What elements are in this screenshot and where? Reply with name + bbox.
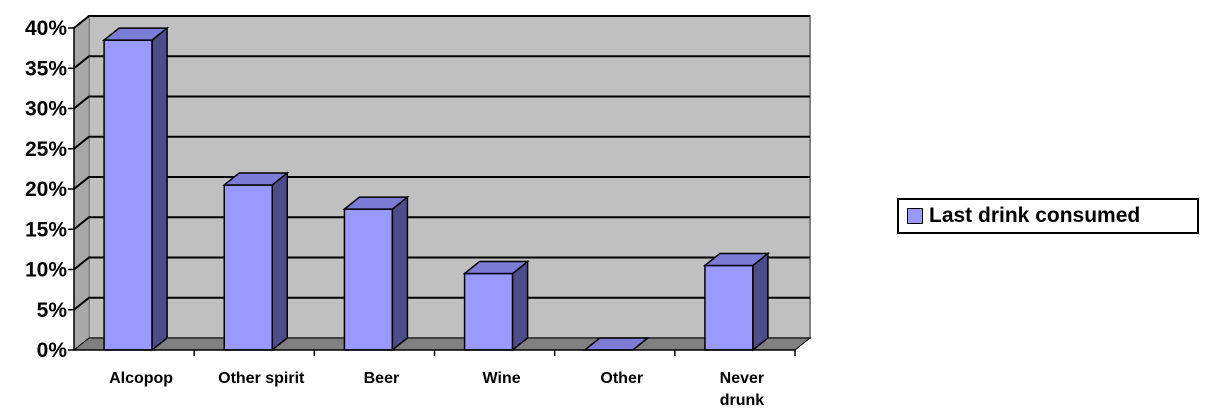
gridline [73, 176, 810, 190]
legend-label: Last drink consumed [929, 204, 1141, 227]
gridline [73, 256, 810, 271]
gridline [73, 95, 810, 110]
bar-front [704, 264, 754, 351]
bar-top [342, 196, 410, 210]
y-tick-label: 20% [25, 178, 67, 201]
y-tick-label: 30% [25, 98, 67, 121]
bar-front [223, 184, 273, 351]
bar-front [103, 39, 153, 351]
bar-top [222, 172, 290, 186]
y-tick-label: 5% [37, 299, 68, 322]
bar-side [391, 195, 409, 352]
floor [72, 337, 812, 351]
bar-top [702, 252, 771, 267]
x-tick-label: Wine [483, 370, 521, 387]
bar-front [343, 208, 394, 351]
bar [222, 171, 290, 352]
x-tick-label: Alcopop [109, 370, 173, 387]
y-tick-label: 40% [25, 17, 67, 40]
gridlines [73, 15, 810, 311]
bar [342, 195, 410, 352]
y-tick-label: 35% [25, 57, 67, 80]
legend: Last drink consumed [897, 198, 1199, 234]
bar [101, 26, 170, 352]
bar-side [151, 26, 168, 352]
x-tick-label: drunk [720, 392, 765, 409]
y-tick-label: 25% [25, 138, 67, 161]
bars [101, 26, 771, 352]
bar-top [101, 27, 170, 41]
plot-area [72, 14, 812, 352]
gridline [73, 15, 810, 29]
y-axis: 0% 5% 10% 15% 20% 25% 30% 35% 40% [25, 17, 75, 362]
x-tick-label: Beer [364, 370, 400, 387]
x-tick-label: Other spirit [218, 370, 305, 387]
gridline [73, 135, 810, 150]
y-tick-label: 0% [37, 339, 68, 362]
x-axis: Alcopop Other spirit Beer Wine Other Never dru… [74, 349, 796, 409]
bar-side [511, 259, 529, 352]
gridline [73, 216, 810, 231]
bar-side [271, 171, 288, 352]
bar-front [463, 272, 514, 351]
x-tick-label: Other [600, 370, 643, 387]
y-tick-label: 10% [25, 259, 67, 282]
bar [462, 259, 530, 352]
bar-top [462, 260, 530, 275]
bar [702, 251, 771, 352]
gridline [73, 296, 810, 311]
bar-side [752, 251, 769, 352]
y-tick-label: 15% [25, 218, 67, 241]
gridline [73, 55, 810, 70]
x-tick-label: Never [720, 370, 764, 387]
legend-swatch [907, 208, 923, 224]
